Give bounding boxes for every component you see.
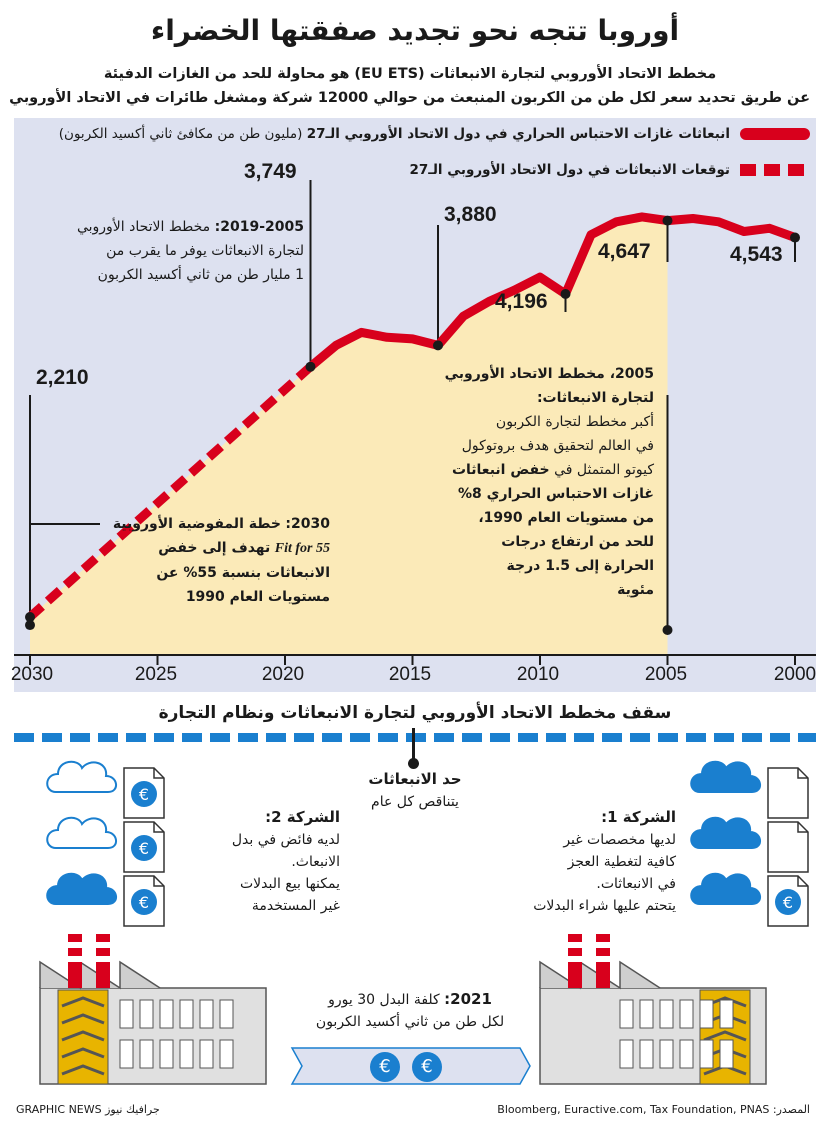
cap-caption: حد الانبعاثات يتناقص كل عام [368,770,462,810]
x-tick-2030: 2030 [10,664,54,685]
euro-icon [131,781,157,807]
company-2-text: الشركة 2: لديه فائض في بدل الانبعاث. يمك… [231,808,340,914]
factory-window [679,999,694,1029]
legend-label-forecast: توقعات الانبعاثات في دول الاتحاد الأوروب… [409,162,730,178]
page-title: أوروبا تتجه نحو تجديد صفقتها الخضراء [150,14,680,47]
euro-icon-symbol: € [139,893,149,912]
data-point-2000 [790,232,800,243]
door-chevron [61,996,105,1008]
factory-window [679,1039,694,1069]
door-chevron [703,1030,747,1042]
emissions-cap-line [14,733,816,742]
factory-window [219,999,234,1029]
cloud-icon [690,760,762,793]
factory-window [139,1039,154,1069]
series-forecast-emissions [27,363,314,621]
cap-marker [412,728,415,764]
section-title-cap-and-trade: سقف مخطط الاتحاد الأوروبي لتجارة الانبعا… [158,703,672,723]
legend-swatch-actual [740,128,810,140]
factory-window [159,1039,174,1069]
factory-window [659,999,674,1029]
x-tick-2000: 2000 [773,664,817,685]
trade-arrow-band [290,1047,531,1085]
value-label-2019: 3,749 [244,160,297,183]
factory-window [219,1039,234,1069]
subtitle: مخطط الاتحاد الأوروبي لتجارة الانبعاثات … [9,62,810,110]
euro-icon-symbol: € [139,785,149,804]
x-tick-2025: 2025 [134,664,178,685]
footer-source: المصدر: Bloomberg, Euractive.com, Tax Fo… [497,1103,810,1116]
legend-label-actual: انبعاثات غازات الاحتباس الحراري في دول ا… [306,126,730,142]
factory-window [719,1039,734,1069]
cloud-icon [46,760,118,793]
factory-window [119,999,134,1029]
factory-window [139,999,154,1029]
factory-window [639,1039,654,1069]
data-point-2005 [662,215,673,226]
x-tick-2020: 2020 [261,664,305,685]
value-label-2005: 4,647 [598,240,651,263]
price-2021-text: 2021: كلفة البدل 30 يورو لكل طن من ثاني … [315,990,505,1030]
blank-document-icon [767,821,809,873]
factory-window [719,999,734,1029]
euro-icon [131,889,157,915]
euro-coin-icon: € [370,1052,400,1082]
value-label-2009: 4,196 [495,290,548,313]
emissions-line-chart [14,180,816,665]
subtitle-line-2: عن طريق تحديد سعر لكل طن من الكربون المن… [9,90,810,106]
data-point-2014 [433,340,443,351]
factory-window [699,1039,714,1069]
x-tick-2010: 2010 [516,664,560,685]
factory-window [159,999,174,1029]
cloud-icon [46,816,118,849]
value-label-2000: 4,543 [730,243,783,266]
door-chevron [61,1030,105,1042]
note-2005-dot [662,625,673,635]
factory-window [699,999,714,1029]
data-point-2009 [560,288,571,299]
value-label-2014: 3,880 [444,203,497,226]
factory-window [199,999,214,1029]
company-1-text: الشركة 1: لديها مخصصات غير كافية لتغطية … [533,808,676,914]
cap-marker-dot [408,758,419,769]
cloud-icon [690,816,762,849]
series-actual-emissions [306,212,800,372]
door-chevron [61,1013,105,1025]
subtitle-line-1: مخطط الاتحاد الأوروبي لتجارة الانبعاثات … [103,66,717,82]
blank-document-icon [767,767,809,819]
factory-window [639,999,654,1029]
euro-icon [775,889,801,915]
footer-credit: GRAPHIC NEWS جرافيك نيوز [16,1103,160,1116]
legend-forecast: توقعات الانبعاثات في دول الاتحاد الأوروب… [409,162,810,178]
note-2005-2019: 2019-2005: مخطط الاتحاد الأوروبي لتجارة … [76,219,304,283]
value-label-2030: 2,210 [36,366,89,389]
data-point-2030-note [25,620,35,631]
euro-icon-symbol: € [783,893,793,912]
factory-window [179,1039,194,1069]
note-2005-eu-ets: 2005، مخطط الاتحاد الأوروبي لتجارة الانب… [444,366,654,598]
legend-swatch-forecast [740,164,810,176]
euro-icon-symbol: € [139,839,149,858]
factory-window [619,1039,634,1069]
data-point-2030 [25,612,35,623]
factory-window [619,999,634,1029]
factory-window [119,1039,134,1069]
note-2030-fit-for-55: 2030: خطة المفوضية الأوروبية Fit for 55 … [112,516,330,605]
door-chevron [61,1064,105,1076]
data-point-2019 [305,361,316,372]
legend-actual: انبعاثات غازات الاحتباس الحراري في دول ا… [59,126,810,142]
factory-window [199,1039,214,1069]
door-chevron [61,1047,105,1059]
euro-coin-icon: € [412,1052,442,1082]
x-tick-2005: 2005 [644,664,688,685]
legend-unit: (مليون طن من مكافئ ثاني أكسيد الكربون) [58,126,303,142]
cap-and-trade-illustration: € € € € [39,760,809,1085]
x-tick-2015: 2015 [388,664,432,685]
factory-window [179,999,194,1029]
cloud-icon [690,872,762,905]
cloud-icon [46,872,118,905]
factory-window [659,1039,674,1069]
euro-icon [131,835,157,861]
shaded-area-2005-2030 [30,216,668,655]
